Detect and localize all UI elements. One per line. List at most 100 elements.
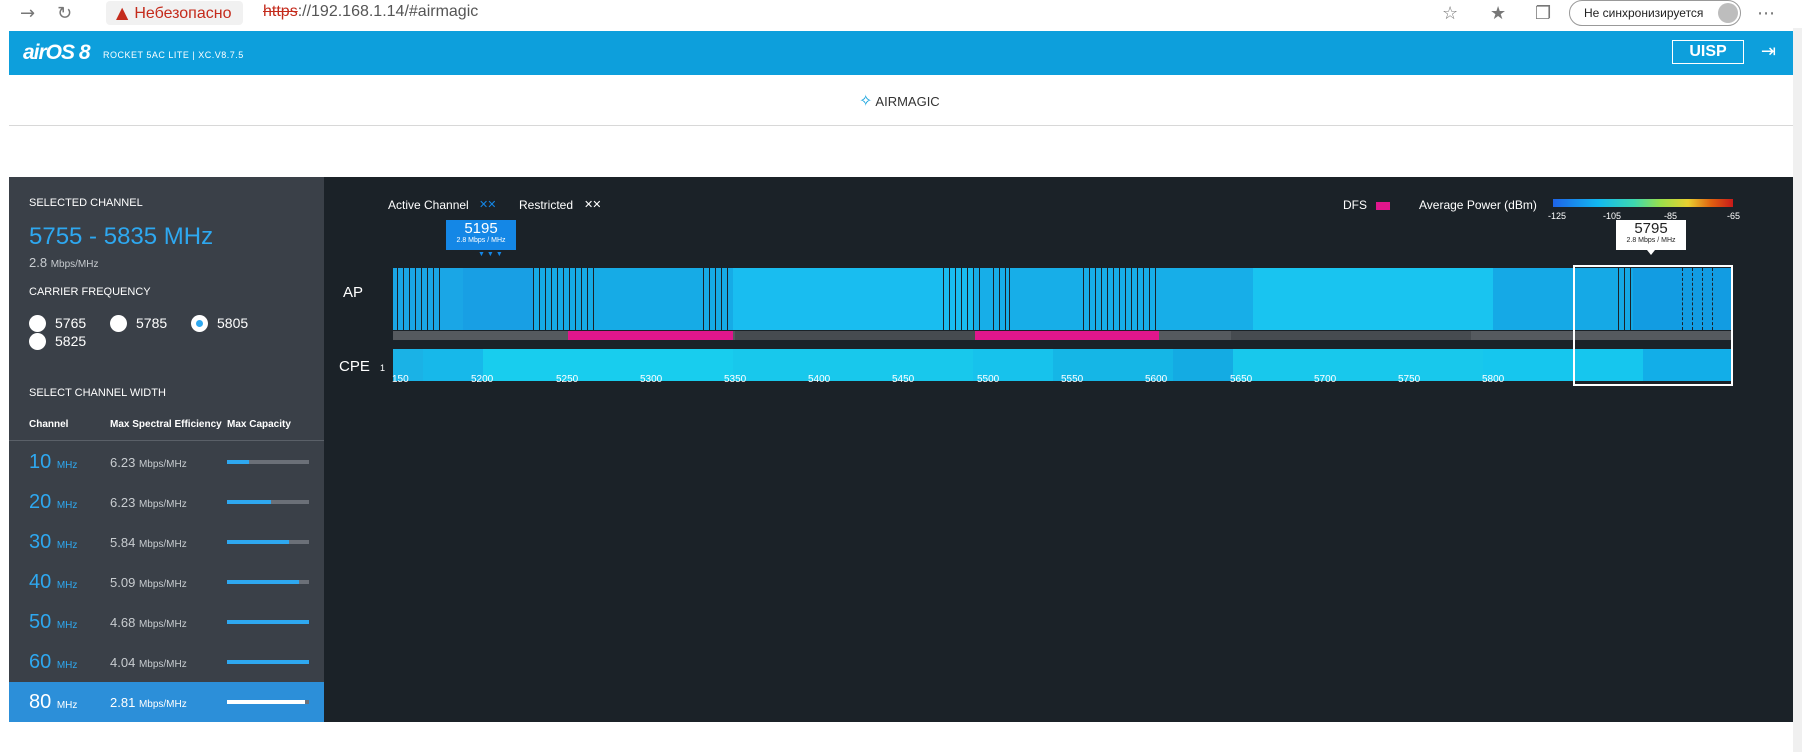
selected-channel-box[interactable]: [1573, 265, 1733, 386]
capacity-bar: [227, 540, 309, 544]
ap-channel-line: [955, 268, 956, 330]
carrier-radio-5825[interactable]: 5825: [29, 333, 86, 350]
power-color-scale: [1553, 199, 1733, 207]
ap-channel-line: [1624, 268, 1625, 330]
dfs-segment: [951, 331, 1159, 340]
cpe-power-band: [1483, 349, 1643, 381]
ap-channel-line: [563, 268, 564, 330]
ap-channel-line: [993, 268, 994, 330]
radio-circle[interactable]: [110, 315, 127, 332]
row-width: 60 MHz: [29, 651, 78, 673]
freq-tick: 5350: [724, 374, 747, 385]
capacity-bar: [227, 500, 309, 504]
ap-channel-line: [575, 268, 576, 330]
cpe-power-band: [393, 349, 423, 381]
forward-icon[interactable]: →: [20, 3, 36, 24]
ap-channel-line: [949, 268, 950, 330]
ap-spectrum-track[interactable]: [393, 268, 1733, 330]
freq-tick: 5500: [977, 374, 1000, 385]
carrier-radio-5765[interactable]: 5765: [29, 315, 86, 332]
sync-button[interactable]: Не синхронизируется: [1569, 0, 1741, 26]
profile-avatar: [1718, 3, 1738, 23]
ap-channel-line: [1089, 268, 1090, 330]
capacity-bar: [227, 700, 309, 704]
carrier-radio-5805[interactable]: 5805: [191, 315, 248, 332]
channel-divider: [1692, 268, 1693, 330]
channel-width-row-10[interactable]: 10 MHz 6.23 Mbps/MHz: [9, 442, 324, 482]
ap-channel-line: [979, 268, 980, 330]
ap-channel-line: [1630, 268, 1631, 330]
cpe-power-band: [423, 349, 483, 381]
ap-channel-line: [1131, 268, 1132, 330]
ap-channel-line: [715, 268, 716, 330]
row-efficiency: 6.23 Mbps/MHz: [110, 455, 187, 470]
cpe-power-band: [483, 349, 733, 381]
carrier-radio-5785[interactable]: 5785: [110, 315, 167, 332]
collections-icon[interactable]: ❐: [1535, 3, 1552, 24]
selected-efficiency: 2.8 Mbps/MHz: [29, 255, 99, 270]
spectrum-panel: Active Channel ✕✕ Restricted ✕✕ DFS Aver…: [324, 177, 1793, 722]
channel-width-row-20[interactable]: 20 MHz 6.23 Mbps/MHz: [9, 482, 324, 522]
restricted-segment: [1231, 331, 1471, 340]
freq-tick: 5800: [1482, 374, 1505, 385]
capacity-bar: [227, 460, 309, 464]
favorite-add-icon[interactable]: ☆: [1442, 3, 1459, 24]
page-title: ✧ AIRMAGIC: [859, 91, 940, 110]
selected-channel-label: SELECTED CHANNEL: [29, 197, 143, 209]
row-width: 50 MHz: [29, 611, 78, 633]
cpe-power-band: [973, 349, 1053, 381]
page-header: ✧ AIRMAGIC: [9, 75, 1793, 126]
cpe-power-band: [1643, 349, 1733, 381]
ap-channel-line: [533, 268, 534, 330]
channel-width-row-80[interactable]: 80 MHz 2.81 Mbps/MHz: [9, 682, 324, 722]
ap-channel-line: [1083, 268, 1084, 330]
address-bar[interactable]: https://192.168.1.14/#airmagic: [263, 3, 479, 20]
legend-active-channel: Active Channel: [388, 198, 469, 212]
freq-tick: 5250: [556, 374, 579, 385]
radio-circle-checked[interactable]: [191, 315, 208, 332]
capacity-fill: [227, 500, 272, 504]
cpe-row-label: CPE: [339, 358, 370, 375]
radio-circle[interactable]: [29, 333, 46, 350]
restricted-swatch: ✕✕: [584, 199, 601, 211]
warning-icon: ▲: [116, 3, 129, 22]
dfs-swatch: [1376, 202, 1390, 210]
capacity-fill: [227, 700, 305, 704]
browser-toolbar: → ↻ ▲ Небезопасно https://192.168.1.14/#a…: [0, 0, 1802, 28]
legend-restricted: Restricted: [519, 198, 574, 212]
freq-tick: 5400: [808, 374, 831, 385]
page-scrollbar[interactable]: [1793, 28, 1802, 752]
ap-channel-line: [415, 268, 416, 330]
row-width: 40 MHz: [29, 571, 78, 593]
logout-icon[interactable]: ⇥: [1761, 41, 1777, 62]
freq-tick: 150: [392, 374, 409, 385]
cpe-count: 1: [380, 363, 386, 373]
ap-restricted-hatch: [1231, 268, 1471, 330]
ap-row-label: AP: [343, 284, 364, 301]
capacity-fill: [227, 540, 289, 544]
cpe-spectrum-track[interactable]: [393, 349, 1733, 381]
uisp-button[interactable]: UISP: [1672, 40, 1744, 64]
freq-tick: 5700: [1314, 374, 1337, 385]
reload-icon[interactable]: ↻: [57, 3, 73, 24]
security-badge[interactable]: ▲ Небезопасно: [106, 1, 244, 25]
ap-channel-line: [1143, 268, 1144, 330]
ap-power-band: [533, 268, 733, 330]
channel-width-row-30[interactable]: 30 MHz 5.84 Mbps/MHz: [9, 522, 324, 562]
device-model: ROCKET 5AC LITE | XC.V8.7.5: [103, 50, 244, 60]
airos-logo[interactable]: airOS 8: [23, 41, 91, 64]
ap-power-band: [463, 268, 533, 330]
more-icon[interactable]: ⋯: [1757, 3, 1775, 24]
radio-circle[interactable]: [29, 315, 46, 332]
freq-tick: 5750: [1398, 374, 1421, 385]
ap-channel-line: [421, 268, 422, 330]
ap-channel-line: [1107, 268, 1108, 330]
active-channel-markers: ▼▼▼: [478, 251, 505, 258]
channel-width-row-60[interactable]: 60 MHz 4.04 Mbps/MHz: [9, 642, 324, 682]
channel-width-row-40[interactable]: 40 MHz 5.09 Mbps/MHz: [9, 562, 324, 602]
favorites-icon[interactable]: ★: [1490, 3, 1507, 24]
ap-power-band: [733, 268, 973, 330]
cpe-restricted-hatch: [735, 349, 975, 381]
channel-width-row-50[interactable]: 50 MHz 4.68 Mbps/MHz: [9, 602, 324, 642]
col-max-capacity: Max Capacity: [227, 419, 291, 430]
